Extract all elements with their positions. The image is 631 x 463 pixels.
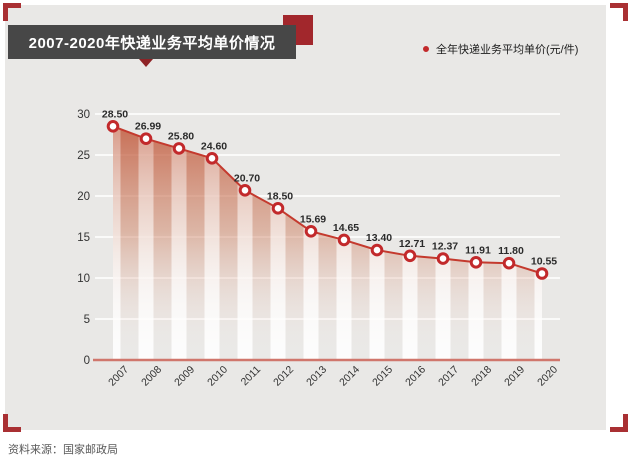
x-axis-tick-label: 2020 [535, 364, 560, 389]
x-axis-tick-label: 2015 [370, 364, 395, 389]
data-point-label: 11.91 [465, 244, 491, 256]
data-point-marker [205, 152, 219, 165]
data-point-marker [370, 243, 384, 257]
frame-corner-top-right-icon [610, 3, 628, 21]
data-point-marker [436, 252, 450, 265]
y-axis-tick-label: 30 [77, 109, 90, 121]
data-point-marker [304, 225, 318, 238]
x-axis-tick-label: 2012 [271, 364, 296, 389]
x-axis-tick-label: 2010 [205, 364, 230, 389]
data-point-label: 24.60 [201, 140, 227, 152]
chart-title: 2007-2020年快递业务平均单价情况 [28, 34, 276, 52]
area-stripe [171, 126, 187, 360]
x-axis-tick-label: 2014 [337, 364, 362, 389]
area-stripe [138, 126, 154, 360]
data-point-marker [106, 120, 120, 133]
data-point-label: 12.71 [399, 238, 425, 250]
legend-marker-icon [423, 46, 429, 52]
area-stripe [113, 126, 121, 360]
frame-corner-bottom-left-icon [3, 414, 21, 432]
data-point-label: 25.80 [168, 130, 194, 142]
data-point-marker [535, 267, 549, 280]
x-axis-tick-label: 2011 [239, 364, 264, 389]
source-note: 资料来源：国家邮政局 [8, 444, 118, 456]
data-point-marker [139, 132, 153, 145]
title-caret-icon [139, 59, 153, 67]
y-axis-tick-label: 20 [77, 191, 90, 203]
data-point-marker [502, 256, 516, 270]
data-point-label: 26.99 [135, 121, 161, 133]
y-axis-tick-label: 5 [84, 314, 90, 326]
x-axis-tick-label: 2017 [436, 364, 461, 389]
y-axis-tick-label: 0 [84, 355, 90, 367]
data-point-marker [403, 249, 417, 263]
frame-corner-bottom-right-icon [610, 414, 628, 432]
y-axis-tick-label: 15 [77, 232, 90, 244]
x-axis-tick-label: 2008 [139, 364, 164, 389]
x-axis-tick-label: 2018 [469, 364, 494, 389]
x-axis-tick-label: 2009 [172, 364, 197, 389]
y-axis-tick-label: 25 [77, 150, 90, 162]
data-point-label: 11.80 [498, 245, 524, 257]
x-axis-tick-label: 2016 [403, 364, 428, 389]
data-point-label: 10.55 [531, 256, 557, 268]
data-point-marker [238, 184, 252, 197]
x-axis-tick-label: 2007 [106, 364, 131, 389]
area-fill [113, 126, 542, 360]
data-point-label: 12.37 [432, 241, 458, 253]
legend: 全年快递业务平均单价(元/件) [423, 41, 578, 57]
data-point-marker [271, 202, 285, 215]
data-point-label: 14.65 [333, 222, 359, 234]
legend-label: 全年快递业务平均单价(元/件) [436, 44, 579, 56]
data-point-marker [337, 233, 351, 247]
data-point-label: 13.40 [366, 232, 392, 244]
data-point-label: 15.69 [300, 213, 326, 225]
chart-title-box: 2007-2020年快递业务平均单价情况 [8, 25, 296, 59]
y-axis-tick-label: 10 [77, 273, 90, 285]
data-point-marker [172, 142, 186, 155]
area-stripe [204, 126, 220, 360]
data-point-label: 18.50 [267, 190, 293, 202]
frame-corner-top-left-icon [3, 3, 21, 21]
data-point-label: 20.70 [234, 172, 260, 184]
data-point-label: 28.50 [102, 108, 128, 120]
x-axis-tick-label: 2013 [304, 364, 329, 389]
x-axis-tick-label: 2019 [502, 364, 527, 389]
data-point-marker [469, 256, 483, 269]
